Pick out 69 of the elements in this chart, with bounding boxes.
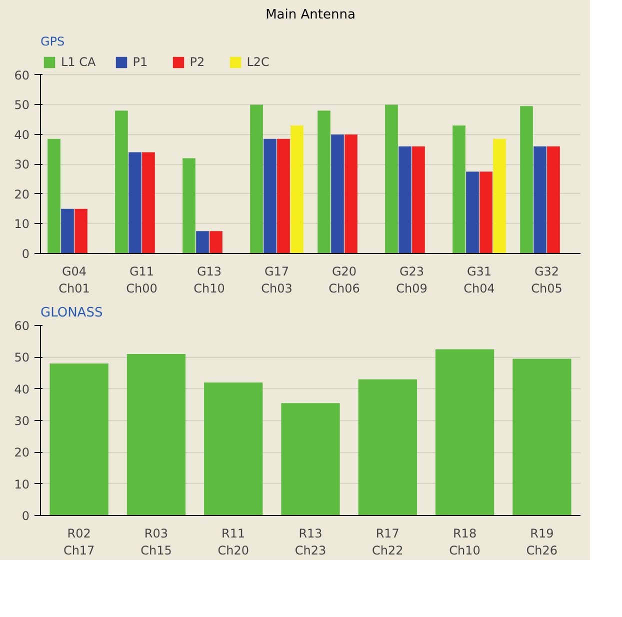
- y-tick-label: 30: [14, 158, 30, 172]
- x-tick-label: G04 Ch01: [58, 264, 90, 296]
- bar: [331, 134, 344, 254]
- y-tick-label: 40: [14, 128, 30, 142]
- bar: [61, 208, 74, 254]
- y-tick-label: 10: [14, 217, 30, 232]
- bar: [115, 110, 128, 254]
- y-tick-label: 30: [14, 414, 30, 428]
- bar: [435, 349, 494, 516]
- bar: [204, 382, 263, 516]
- bar: [385, 104, 398, 254]
- bar: [344, 134, 358, 254]
- x-tick-label: G13 Ch10: [194, 264, 225, 296]
- legend-label: L1 CA: [61, 55, 96, 69]
- bar: [182, 158, 196, 254]
- chart-title: Main Antenna: [266, 8, 356, 22]
- x-tick-label: R02 Ch17: [63, 526, 95, 558]
- bar: [452, 126, 466, 254]
- y-tick-label: 0: [22, 247, 30, 261]
- x-tick-label: R17 Ch22: [372, 526, 404, 558]
- bar: [142, 152, 155, 254]
- x-tick-label: G31 Ch04: [464, 264, 495, 296]
- y-tick-label: 50: [14, 350, 30, 365]
- bar: [196, 231, 209, 254]
- bar: [520, 106, 533, 254]
- x-tick-label: R03 Ch15: [140, 526, 172, 558]
- x-tick-label: R18 Ch10: [449, 526, 480, 558]
- x-tick-label: G32 Ch05: [531, 264, 562, 296]
- bar: [493, 138, 506, 254]
- bar: [358, 379, 417, 516]
- bar: [48, 138, 60, 254]
- bar: [264, 138, 276, 254]
- bar: [318, 110, 330, 254]
- y-tick-label: 60: [14, 319, 30, 333]
- x-tick-label: R19 Ch26: [526, 526, 558, 558]
- bar: [547, 146, 560, 254]
- bar: [534, 146, 546, 254]
- bar: [50, 364, 108, 516]
- y-tick-label: 50: [14, 98, 30, 112]
- bar: [126, 354, 186, 516]
- chart-title: GLONASS: [40, 306, 103, 320]
- y-tick-label: 40: [14, 382, 30, 396]
- y-tick-label: 20: [14, 446, 30, 460]
- x-tick-label: R13 Ch23: [294, 526, 326, 558]
- x-tick-label: G17 Ch03: [261, 264, 292, 296]
- bar: [74, 208, 88, 254]
- bar: [512, 358, 572, 516]
- legend-label: P1: [132, 55, 149, 69]
- bar: [290, 126, 304, 254]
- y-tick-label: 10: [14, 477, 30, 492]
- bar: [210, 231, 222, 254]
- y-tick-label: 60: [14, 68, 30, 82]
- y-tick-label: 20: [14, 187, 30, 202]
- bar: [466, 172, 479, 254]
- x-tick-label: G20 Ch06: [328, 264, 360, 296]
- bar: [412, 146, 425, 254]
- bar: [480, 172, 492, 254]
- legend-label: P2: [190, 55, 206, 69]
- chart-subtitle: GPS: [40, 34, 65, 48]
- bar: [250, 104, 263, 254]
- bar: [398, 146, 412, 254]
- x-tick-label: R11 Ch20: [218, 526, 249, 558]
- x-tick-label: G23 Ch09: [396, 264, 428, 296]
- y-tick-label: 0: [22, 509, 30, 523]
- bar: [128, 152, 142, 254]
- bar: [281, 403, 340, 516]
- bar: [277, 138, 290, 254]
- x-tick-label: G11 Ch00: [126, 264, 158, 296]
- legend-label: L2C: [246, 55, 270, 69]
